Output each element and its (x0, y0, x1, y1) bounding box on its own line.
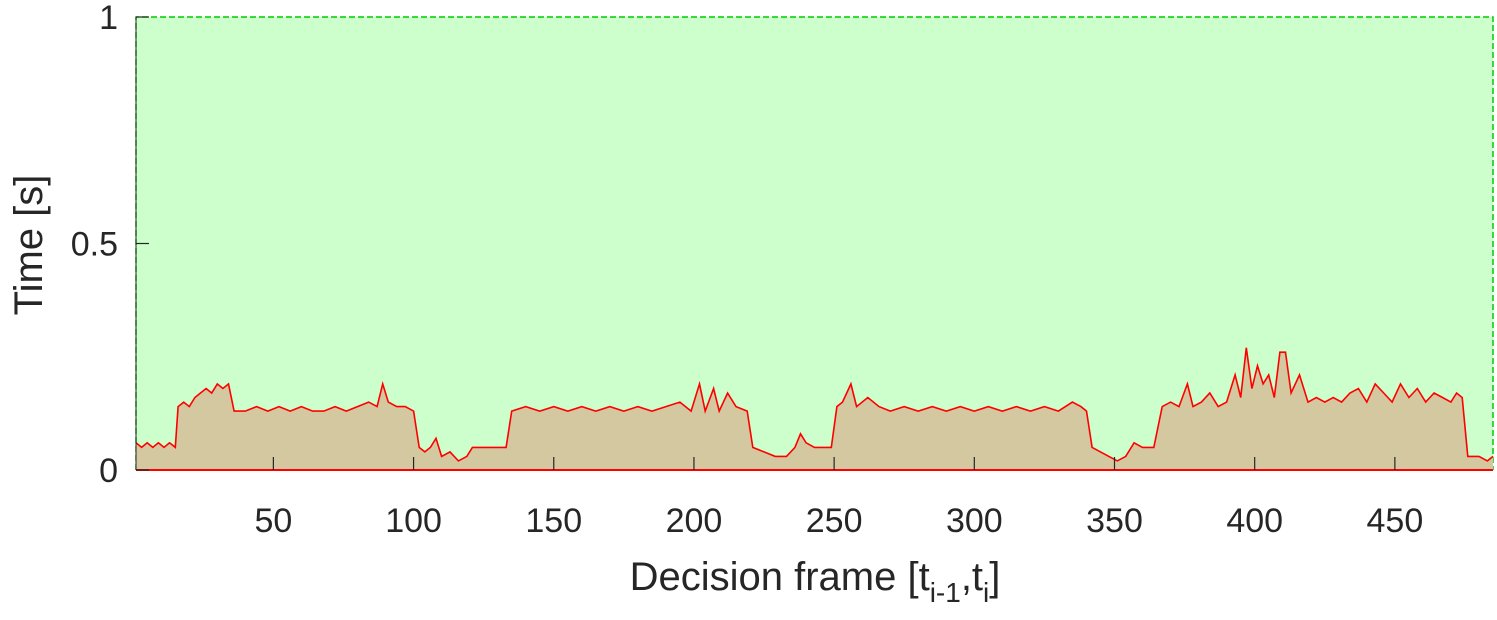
x-tick-label: 350 (1086, 502, 1143, 540)
x-axis-label-end: ] (989, 555, 1000, 599)
x-tick-label: 150 (525, 502, 582, 540)
x-tick-label: 50 (254, 502, 292, 540)
x-axis-label-middle: ,t (961, 555, 983, 599)
x-tick-label: 250 (806, 502, 863, 540)
x-tick-label: 450 (1367, 502, 1424, 540)
x-tick-label: 100 (385, 502, 442, 540)
x-axis-label: Decision frame [ti-1,ti] (630, 555, 1001, 608)
y-axis-ticks: 00.51 (71, 0, 149, 490)
x-axis-label-subscript-2: i (983, 577, 989, 608)
y-tick-label: 0 (99, 452, 118, 490)
x-axis-label-subscript-1: i-1 (930, 577, 961, 608)
y-tick-label: 0.5 (71, 226, 118, 264)
x-axis-label-main: Decision frame [t (630, 555, 930, 599)
computation-area (136, 347, 1493, 470)
x-tick-label: 400 (1226, 502, 1283, 540)
y-tick-label: 1 (99, 0, 118, 37)
x-axis-ticks: 50 100 150 200 250 300 350 400 450 (254, 457, 1423, 540)
computation-line (135, 347, 1494, 462)
x-tick-label: 300 (946, 502, 1003, 540)
x-tick-label: 200 (666, 502, 723, 540)
computation-area-layer (135, 347, 1494, 471)
y-axis-label: Time [s] (7, 175, 51, 316)
